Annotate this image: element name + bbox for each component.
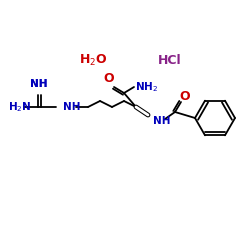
Text: HCl: HCl xyxy=(158,54,182,66)
Text: O: O xyxy=(104,72,114,86)
Text: NH: NH xyxy=(30,79,48,89)
Text: H$_2$O: H$_2$O xyxy=(79,52,107,68)
Text: NH: NH xyxy=(30,79,48,89)
Text: NH: NH xyxy=(153,116,170,126)
Text: NH$_2$: NH$_2$ xyxy=(135,80,158,94)
Text: NH: NH xyxy=(63,102,80,112)
Text: H$_2$N: H$_2$N xyxy=(8,100,32,114)
Text: O: O xyxy=(180,90,190,104)
